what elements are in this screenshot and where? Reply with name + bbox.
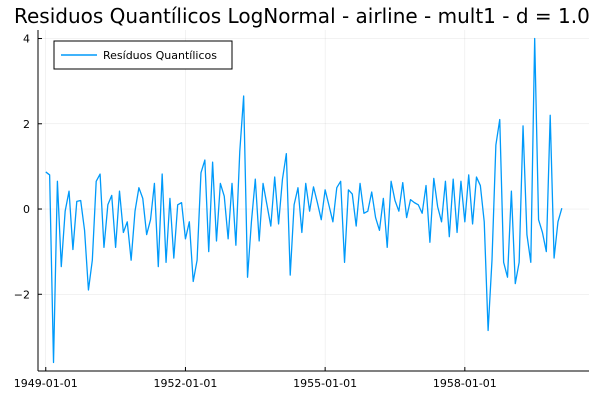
x-tick-label: 1949-01-01 <box>14 377 78 390</box>
y-tick-label: 2 <box>23 118 30 131</box>
chart-title: Residuos Quantílicos LogNormal - airline… <box>14 4 590 28</box>
tick-labels: 1949-01-01 1952-01-01 1955-01-01 1958-01-01… <box>14 33 497 390</box>
plot-area <box>45 37 563 364</box>
grid <box>38 30 589 371</box>
legend-label: Resíduos Quantílicos <box>103 49 217 62</box>
x-tick-label: 1955-01-01 <box>293 377 357 390</box>
series-line <box>45 37 563 364</box>
y-tick-label: −2 <box>14 288 30 301</box>
y-tick-label: 0 <box>23 203 30 216</box>
legend: Resíduos Quantílicos <box>53 40 233 70</box>
x-tick-label: 1958-01-01 <box>433 377 497 390</box>
axes <box>37 30 589 372</box>
legend-box <box>53 40 233 70</box>
y-tick-label: 4 <box>23 33 30 46</box>
x-tick-label: 1952-01-01 <box>153 377 217 390</box>
